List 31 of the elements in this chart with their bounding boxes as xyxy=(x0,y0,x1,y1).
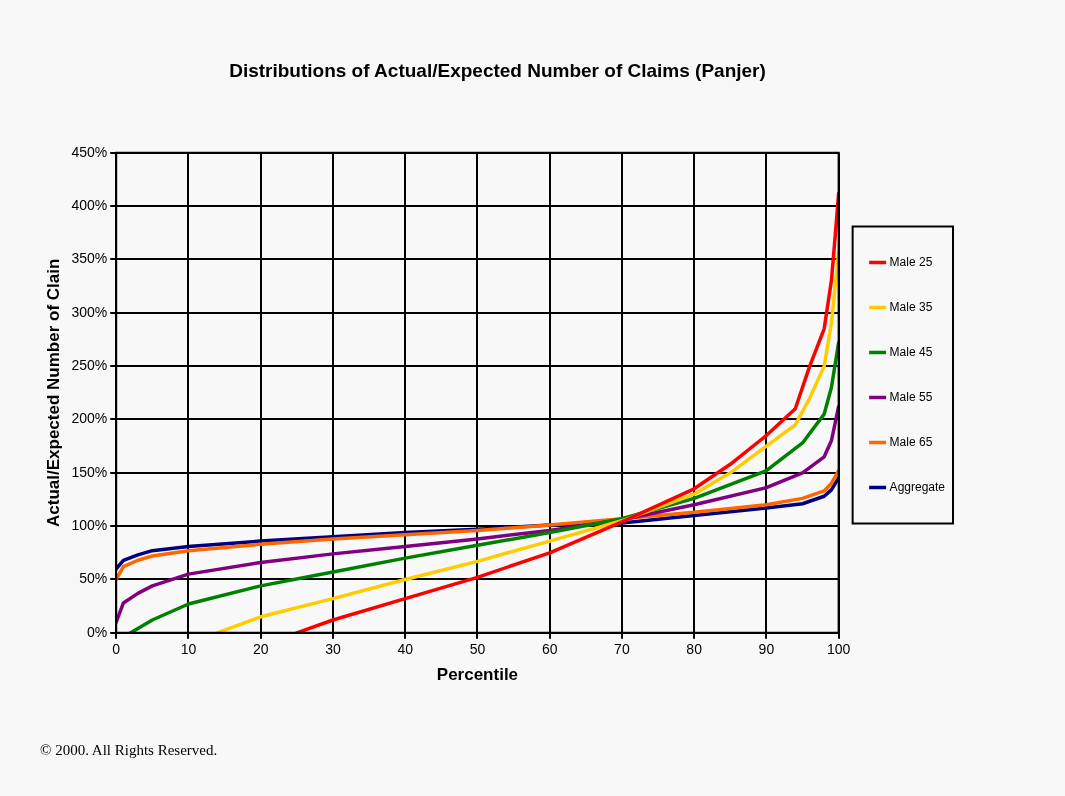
y-tick-label: 200% xyxy=(71,410,108,427)
legend-label: Aggregate xyxy=(889,479,946,494)
x-tick-label: 10 xyxy=(180,641,197,658)
legend-label: Male 65 xyxy=(889,434,933,449)
x-tick-label: 30 xyxy=(325,641,341,658)
y-tick-label: 400% xyxy=(71,196,108,213)
y-tick-label: 450% xyxy=(71,143,108,160)
y-tick-label: 50% xyxy=(79,570,108,587)
y-tick-label: 0% xyxy=(86,623,108,640)
x-tick-label: 40 xyxy=(397,641,414,658)
y-axis-title: Actual/Expected Number of Clain xyxy=(43,258,63,527)
legend-label: Male 55 xyxy=(889,389,933,404)
x-tick-label: 50 xyxy=(469,641,486,658)
x-tick-label: 20 xyxy=(252,641,269,658)
y-tick-label: 350% xyxy=(71,250,108,267)
x-tick-label: 0 xyxy=(112,641,121,658)
x-tick-label: 80 xyxy=(686,641,703,658)
legend-label: Male 25 xyxy=(889,254,933,269)
y-tick-label: 100% xyxy=(71,516,108,533)
chart-title: Distributions of Actual/Expected Number of Claims (Panjer) xyxy=(229,59,766,81)
x-tick-label: 70 xyxy=(614,641,630,658)
legend-label: Male 45 xyxy=(889,344,933,359)
x-axis-title: Percentile xyxy=(436,665,519,685)
y-tick-label: 150% xyxy=(71,463,108,480)
y-tick-label: 250% xyxy=(71,356,108,373)
y-tick-label: 300% xyxy=(71,303,108,320)
x-tick-label: 90 xyxy=(758,641,775,658)
text: © 2000. All Rights Reserved. xyxy=(40,742,218,759)
legend-label: Male 35 xyxy=(889,299,933,314)
x-tick-label: 60 xyxy=(541,641,558,658)
x-tick-label: 100 xyxy=(826,641,851,658)
